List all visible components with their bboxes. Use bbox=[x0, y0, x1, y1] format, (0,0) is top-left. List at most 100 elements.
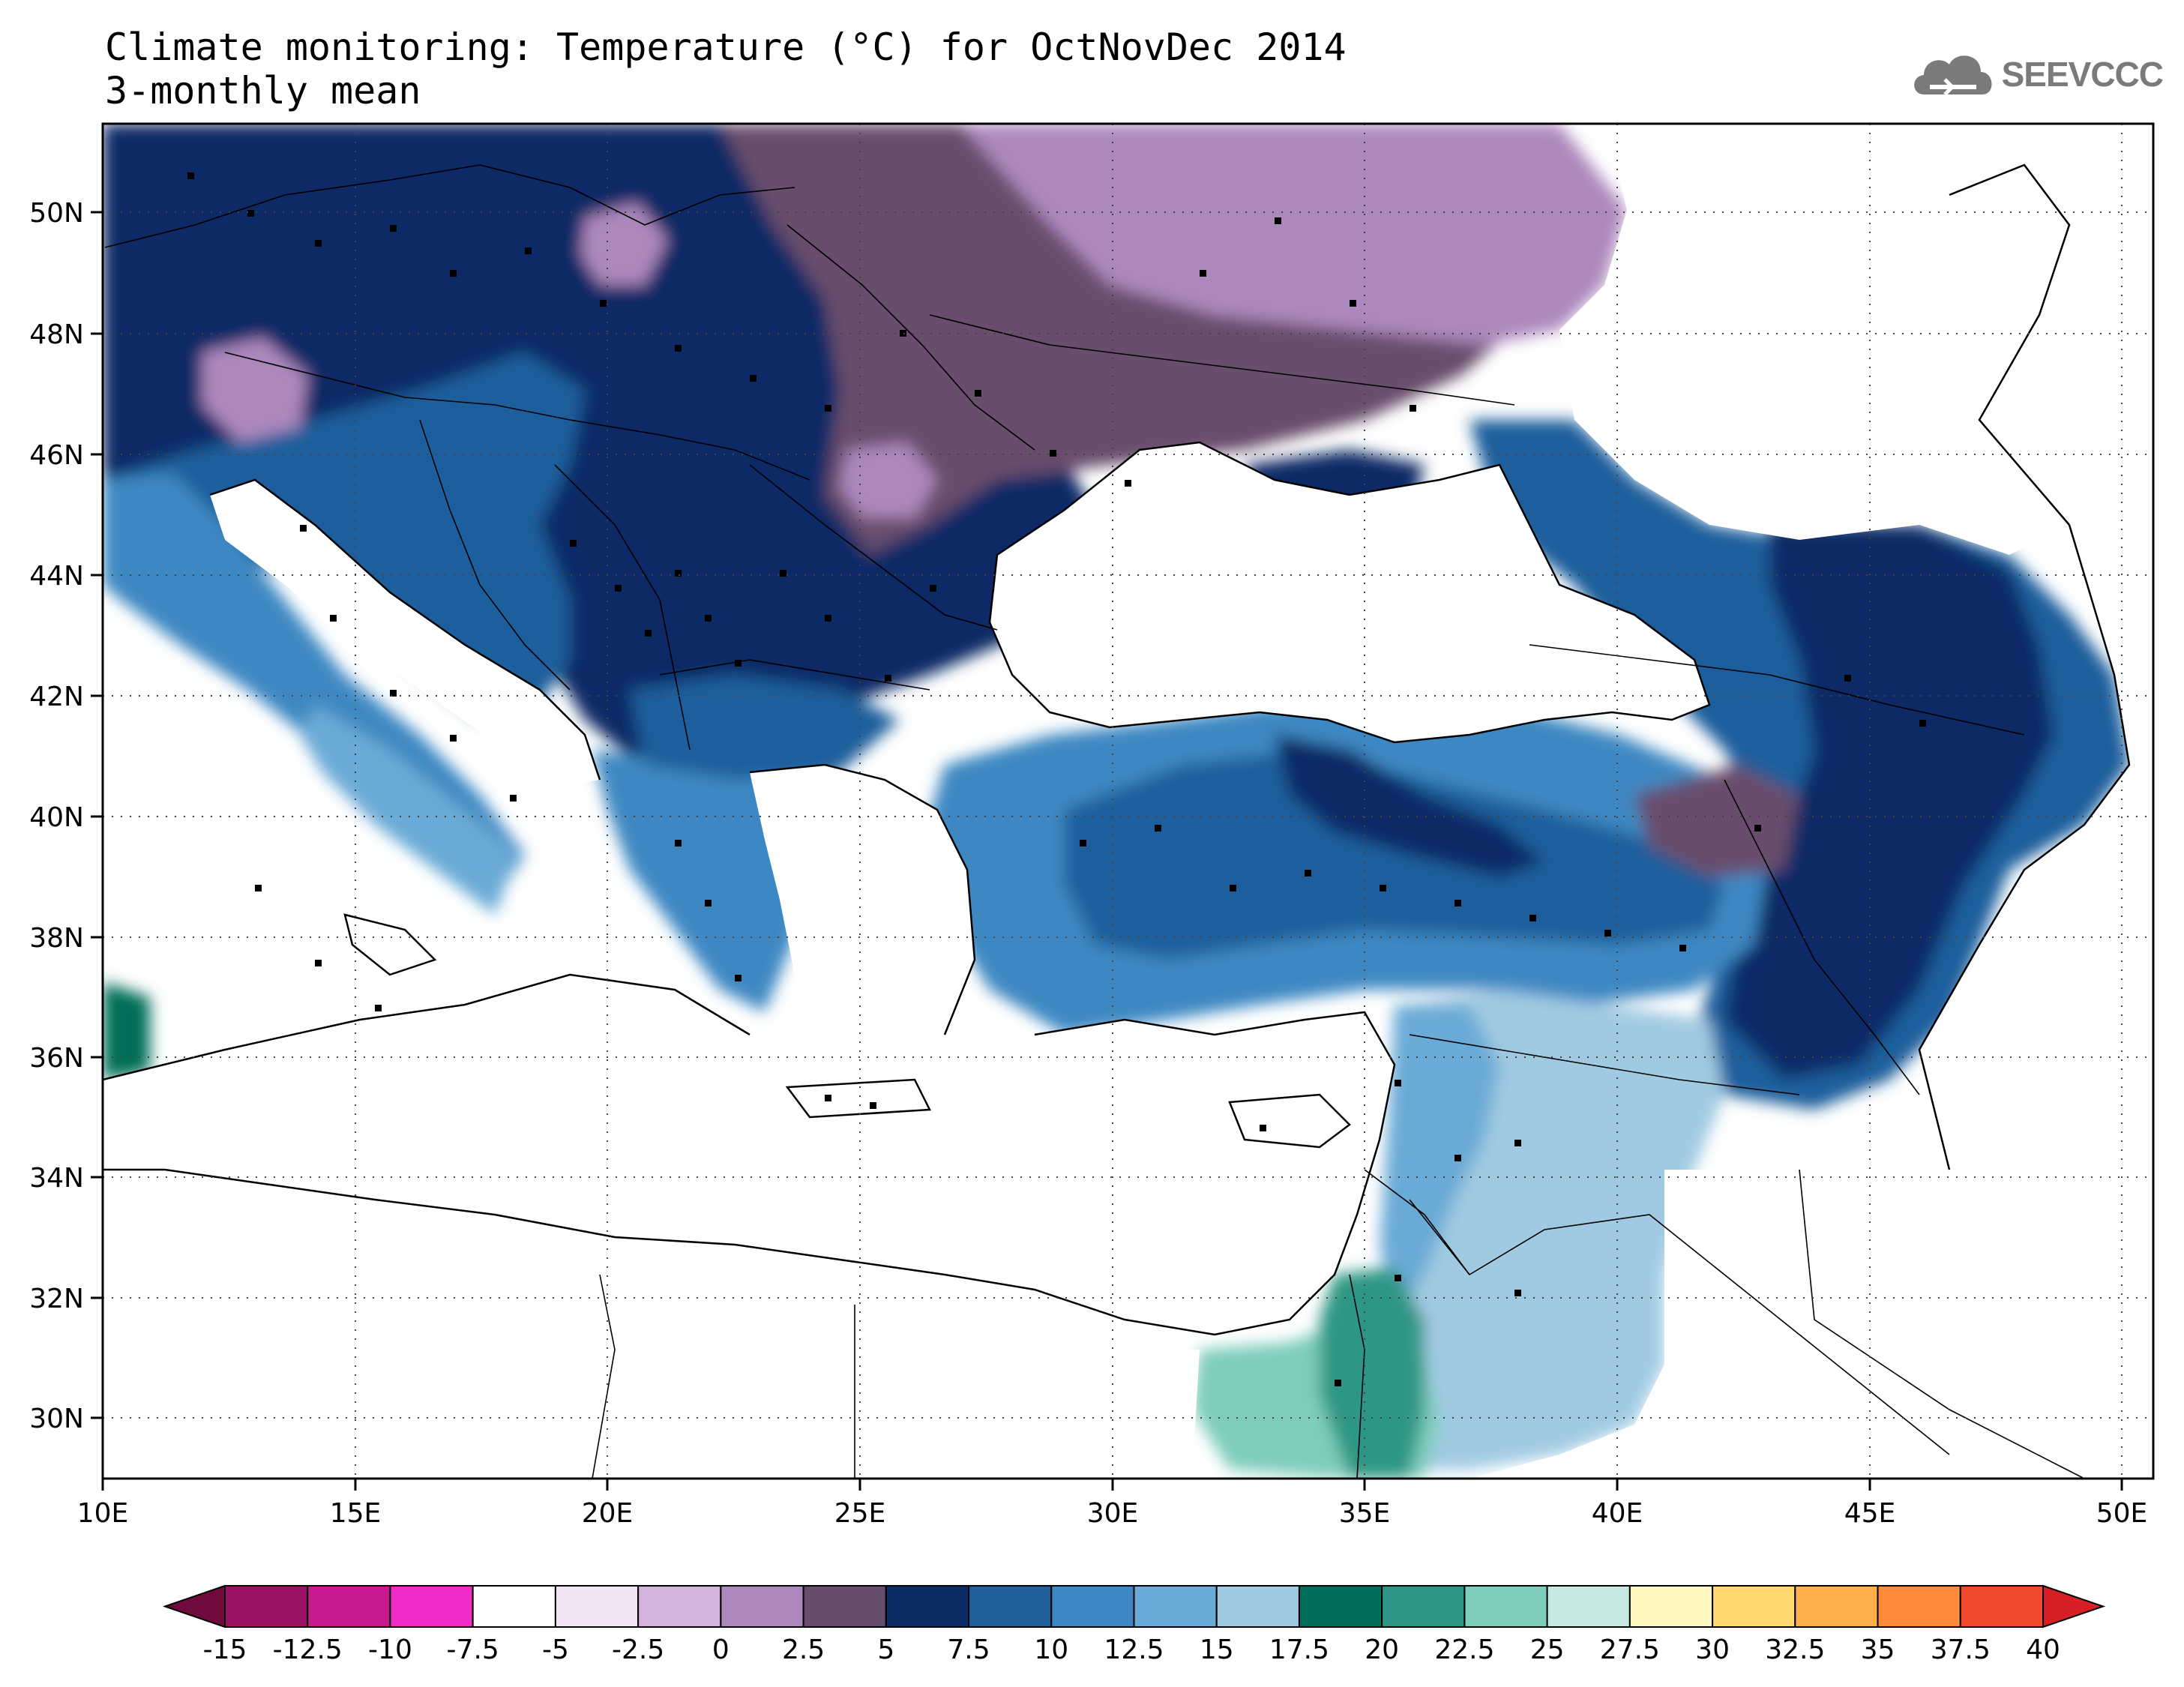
colorbar-level-label: 35 bbox=[1861, 1635, 1895, 1665]
colorbar-swatch bbox=[1712, 1585, 1796, 1628]
black-sea bbox=[990, 442, 1709, 742]
colorbar-level-label: -2.5 bbox=[612, 1635, 664, 1665]
colorbar-swatch bbox=[802, 1585, 887, 1628]
seevccc-logo: SEEVCCC bbox=[1907, 46, 2164, 102]
aegean-sea bbox=[750, 765, 975, 1050]
field-region-greece-north bbox=[630, 675, 900, 780]
north-east-land bbox=[1559, 124, 2153, 555]
field-region-alps bbox=[103, 352, 585, 720]
field-region-south-italy bbox=[300, 705, 517, 915]
field-region-ukraine-light bbox=[960, 124, 1627, 345]
colorbar-level-label: -7.5 bbox=[447, 1635, 499, 1665]
station-markers bbox=[187, 172, 1926, 1386]
y-axis: 30N 32N 34N 36N 38N 40N 42N 44N 46N 48N … bbox=[29, 198, 103, 1434]
colorbar-level-label: 37.5 bbox=[1931, 1635, 1991, 1665]
field-region-israel bbox=[1320, 1267, 1425, 1479]
colorbar-level-label: 27.5 bbox=[1600, 1635, 1660, 1665]
colorbar-swatch bbox=[1959, 1585, 2044, 1628]
colorbar-level-label: 40 bbox=[2026, 1635, 2060, 1665]
y-tick-label: 46N bbox=[29, 440, 84, 471]
x-tick-label: 10E bbox=[77, 1498, 129, 1529]
colorbar-level-label: -15 bbox=[203, 1635, 247, 1665]
colorbar: -15 -12.5 -10 -7.5 -5 -2.5 0 2.5 5 7.5 10 12.5 15 17.… bbox=[162, 1584, 2106, 1665]
map-title: Climate monitoring: Temperature (°C) for… bbox=[105, 25, 1347, 112]
colorbar-swatch bbox=[224, 1585, 309, 1628]
colorbar-swatch bbox=[472, 1585, 556, 1628]
logo-text: SEEVCCC bbox=[2001, 55, 2164, 94]
colorbar-max-arrow bbox=[2042, 1584, 2106, 1629]
colorbar-swatch bbox=[1794, 1585, 1879, 1628]
colorbar-level-label: -10 bbox=[368, 1635, 412, 1665]
colorbar-swatch bbox=[720, 1585, 804, 1628]
colorbar-swatch bbox=[554, 1585, 640, 1628]
field-region-tatra bbox=[581, 202, 667, 285]
y-tick-label: 36N bbox=[29, 1043, 84, 1074]
temperature-field bbox=[103, 124, 2153, 1479]
adriatic-sea bbox=[210, 480, 600, 787]
y-tick-label: 34N bbox=[29, 1163, 84, 1194]
field-region-east-turkey bbox=[1724, 525, 2054, 1080]
colorbar-swatch bbox=[1133, 1585, 1218, 1628]
y-tick-label: 30N bbox=[29, 1404, 84, 1434]
colorbar-level-label: 32.5 bbox=[1765, 1635, 1825, 1665]
colorbar-swatch bbox=[307, 1585, 391, 1628]
y-tick-label: 50N bbox=[29, 198, 84, 229]
colorbar-level-label: 12.5 bbox=[1104, 1635, 1164, 1665]
plot-frame bbox=[101, 122, 2155, 1480]
field-region-alps-peak bbox=[202, 337, 307, 442]
graticule bbox=[103, 124, 2153, 1479]
colorbar-swatch bbox=[1298, 1585, 1383, 1628]
x-tick-label: 35E bbox=[1339, 1498, 1391, 1529]
x-tick-label: 40E bbox=[1592, 1498, 1643, 1529]
colorbar-min-arrow bbox=[162, 1584, 226, 1629]
field-region-erzurum bbox=[1634, 765, 1799, 877]
colorbar-swatch bbox=[637, 1585, 722, 1628]
cloud-icon bbox=[1913, 55, 1992, 96]
y-tick-label: 42N bbox=[29, 682, 84, 712]
colorbar-level-label: 17.5 bbox=[1269, 1635, 1329, 1665]
colorbar-swatch bbox=[389, 1585, 474, 1628]
x-tick-label: 50E bbox=[2096, 1498, 2148, 1529]
colorbar-swatch bbox=[1215, 1585, 1300, 1628]
colorbar-swatch bbox=[1877, 1585, 1961, 1628]
coastlines bbox=[103, 163, 2131, 1336]
colorbar-level-label: 7.5 bbox=[947, 1635, 990, 1665]
field-region-levant bbox=[1380, 1005, 1499, 1320]
colorbar-level-label: 15 bbox=[1200, 1635, 1234, 1665]
colorbar-swatch bbox=[885, 1585, 970, 1628]
colorbar-swatch bbox=[1463, 1585, 1548, 1628]
x-axis: 10E 15E 20E 25E 30E 35E 40E 45E 50E bbox=[77, 1479, 2148, 1529]
y-tick-label: 48N bbox=[29, 319, 84, 350]
colorbar-level-label: 2.5 bbox=[782, 1635, 825, 1665]
field-region-carpathian-peak bbox=[840, 442, 937, 517]
x-tick-label: 15E bbox=[330, 1498, 382, 1529]
mediterranean-sea bbox=[103, 975, 1395, 1335]
title-line-1: Climate monitoring: Temperature (°C) for… bbox=[105, 25, 1347, 69]
caspian-region bbox=[1919, 510, 2153, 1170]
y-tick-label: 32N bbox=[29, 1284, 84, 1314]
colorbar-swatch bbox=[1628, 1585, 1714, 1628]
colorbar-level-label: 5 bbox=[877, 1635, 894, 1665]
y-tick-label: 38N bbox=[29, 923, 84, 954]
colorbar-swatch bbox=[1050, 1585, 1135, 1628]
country-borders bbox=[104, 164, 2085, 1479]
x-tick-label: 45E bbox=[1844, 1498, 1896, 1529]
y-tick-label: 44N bbox=[29, 561, 84, 592]
colorbar-swatch bbox=[1546, 1585, 1631, 1628]
colorbar-level-label: 25 bbox=[1530, 1635, 1565, 1665]
colorbar-level-label: 20 bbox=[1365, 1635, 1399, 1665]
x-tick-label: 25E bbox=[834, 1498, 886, 1529]
colorbar-swatch bbox=[968, 1585, 1053, 1628]
colorbar-level-label: 0 bbox=[712, 1635, 729, 1665]
arabia-land bbox=[1469, 1170, 2153, 1479]
north-africa-land bbox=[103, 1170, 1200, 1479]
x-tick-label: 30E bbox=[1087, 1498, 1139, 1529]
title-line-2: 3-monthly mean bbox=[105, 69, 421, 112]
field-region-tunisia bbox=[103, 982, 150, 1080]
colorbar-swatch bbox=[1381, 1585, 1466, 1628]
colorbar-level-label: -12.5 bbox=[273, 1635, 343, 1665]
colorbar-level-label: 10 bbox=[1034, 1635, 1068, 1665]
y-tick-label: 40N bbox=[29, 802, 84, 833]
colorbar-level-label: 30 bbox=[1695, 1635, 1730, 1665]
